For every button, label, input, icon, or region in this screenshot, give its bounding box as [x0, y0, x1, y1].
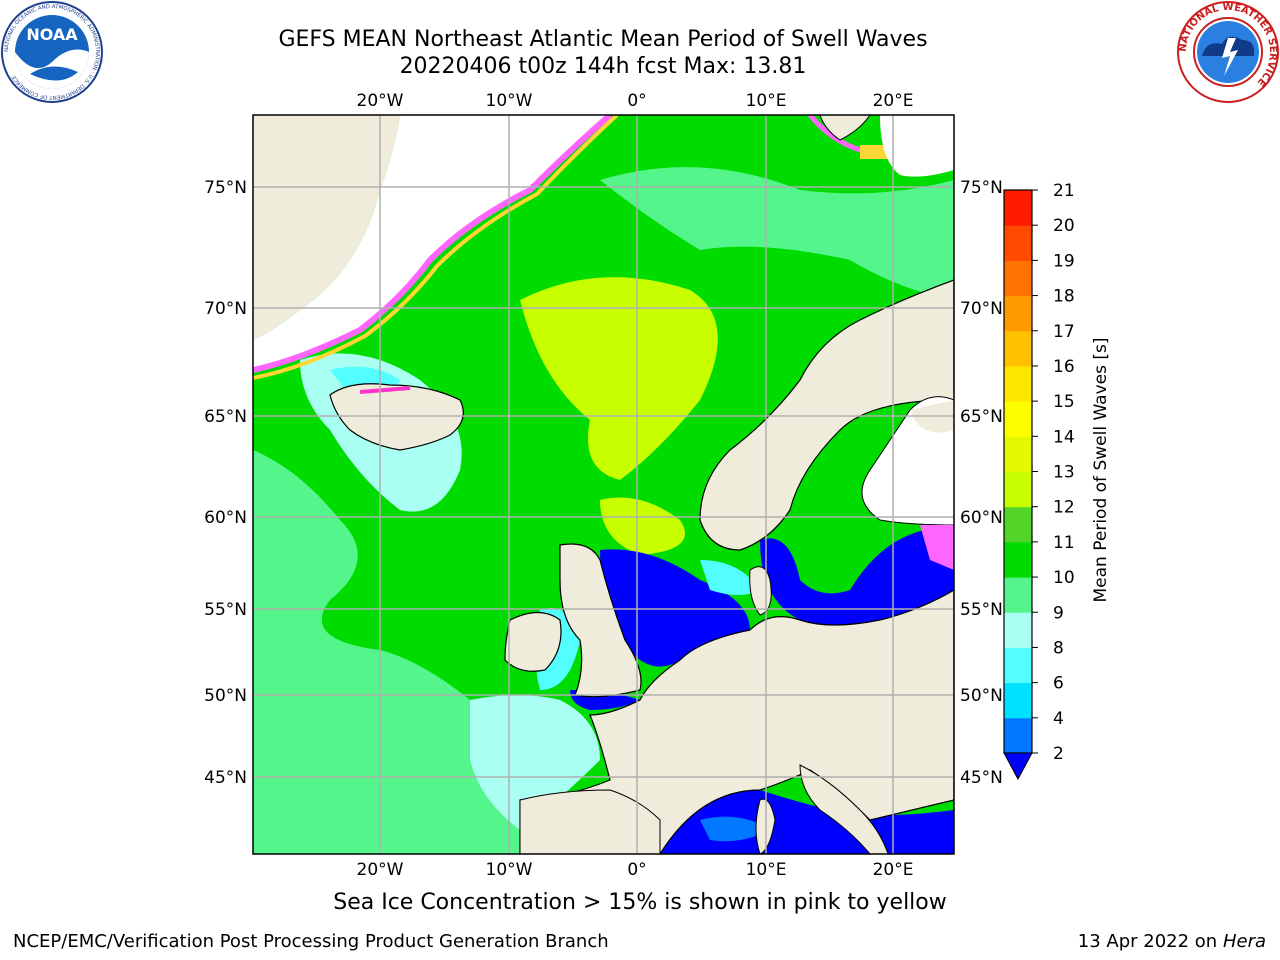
lat-label-right-65n: 65°N [960, 407, 1003, 427]
colorbar-tick-label: 13 [1053, 463, 1075, 483]
scandinavia-land [699, 279, 954, 551]
colorbar-tick-label: 8 [1053, 638, 1064, 658]
colorbar-swatch-13-14 [1004, 436, 1032, 472]
svalbard-land [819, 115, 871, 141]
lat-label-left-65n: 65°N [204, 407, 247, 427]
lon-label-bottom-20w: 20°W [357, 860, 404, 880]
field-azure-med [700, 816, 770, 842]
sea-ice-white [253, 115, 610, 370]
lat-label-right-45n: 45°N [960, 768, 1003, 788]
colorbar-swatch-18-19 [1004, 260, 1032, 297]
colorbar-swatch-19-20 [1004, 225, 1032, 261]
lat-label-right-55n: 55°N [960, 600, 1003, 620]
colorbar-tick-label: 21 [1053, 181, 1075, 201]
colorbar-tick-label: 17 [1053, 322, 1075, 342]
chart-subtitle: 20220406 t00z 144h fcst Max: 13.81 [399, 54, 807, 79]
lon-label-top-10w: 10°W [486, 91, 533, 111]
field-cyan-biscay [470, 695, 600, 830]
lat-label-left-70n: 70°N [204, 299, 247, 319]
colorbar-tick-label: 12 [1053, 498, 1075, 518]
lat-label-right-60n: 60°N [960, 508, 1003, 528]
colorbar-tick-label: 6 [1053, 674, 1064, 694]
colorbar-swatch-20-21 [1004, 190, 1032, 226]
colorbar-swatch-15-16 [1004, 365, 1032, 402]
noaa-logo-text: NOAA [26, 25, 78, 44]
colorbar-swatch-16-17 [1004, 330, 1032, 367]
lat-label-right-75n: 75°N [960, 178, 1003, 198]
greenland-land [253, 115, 400, 340]
map-field [253, 115, 954, 854]
colorbar-tick-label: 19 [1053, 251, 1075, 271]
lat-label-right-50n: 50°N [960, 686, 1003, 706]
map-frame [252, 114, 955, 855]
colorbar-swatch-2-4 [1004, 717, 1032, 754]
sea-ice-edge-pink [253, 115, 612, 373]
colorbar-under-triangle [1003, 752, 1033, 781]
colorbar-swatch-17-18 [1004, 295, 1032, 332]
footer-credit: NCEP/EMC/Verification Post Processing Pr… [13, 931, 609, 952]
lon-label-top-10e: 10°E [746, 91, 787, 111]
lon-label-top-20w: 20°W [357, 91, 404, 111]
field-yellow-green-2 [600, 497, 685, 555]
continental-europe-land [519, 589, 954, 854]
lat-label-right-70n: 70°N [960, 299, 1003, 319]
iceland-land [329, 383, 464, 451]
colorbar-swatch-6-8 [1004, 647, 1032, 684]
lat-label-left-60n: 60°N [204, 508, 247, 528]
lon-label-bottom-20e: 20°E [873, 860, 914, 880]
lon-label-top-20e: 20°E [873, 91, 914, 111]
colorbar-tick-label: 20 [1053, 216, 1075, 236]
colorbar-swatch-10-11 [1004, 541, 1032, 578]
footer-date: 13 Apr 2022 on Hera [1078, 931, 1266, 952]
sea-ice-note: Sea Ice Concentration > 15% is shown in … [333, 890, 947, 915]
iberia-land [519, 789, 661, 854]
lon-label-bottom-10w: 10°W [486, 860, 533, 880]
ireland-land [504, 611, 562, 672]
colorbar-tick-label: 15 [1053, 392, 1075, 412]
footer-host: Hera [1222, 931, 1266, 952]
map-grid [253, 115, 954, 854]
colorbar-swatch-12-13 [1004, 471, 1032, 508]
colorbar-tick-label: 11 [1053, 533, 1075, 553]
field-yellow-green [520, 277, 718, 480]
chart-title: GEFS MEAN Northeast Atlantic Mean Period… [278, 27, 928, 52]
sea-ice-edge-yellow [253, 115, 619, 380]
field-blue-baltic [760, 530, 954, 625]
colorbar-tick-label: 4 [1053, 709, 1064, 729]
footer-date-text: 13 Apr 2022 on [1077, 931, 1218, 952]
colorbar: 2 4 6 8 9 10 11 12 13 14 15 16 17 18 19 20 21 [1003, 181, 1075, 781]
colorbar-tick-label: 2 [1053, 744, 1064, 764]
field-cyan-skagerrak [700, 560, 760, 595]
colorbar-tick-label: 18 [1053, 287, 1075, 307]
colorbar-swatch-14-15 [1004, 401, 1032, 437]
svalbard-ice [880, 115, 954, 177]
colorbar-swatch-11-12 [1004, 506, 1032, 543]
noaa-logo: NOAA NATIONAL OCEANIC AND ATMOSPHERIC AD… [1, 1, 103, 103]
gulf-finland-ice [920, 525, 954, 570]
colorbar-swatch-9-10 [1004, 577, 1032, 613]
field-light-green-west [253, 450, 520, 854]
lon-label-bottom-10e: 10°E [746, 860, 787, 880]
colorbar-label: Mean Period of Swell Waves [s] [1091, 338, 1111, 603]
colorbar-swatch-4-6 [1004, 682, 1032, 719]
lat-label-left-45n: 45°N [204, 768, 247, 788]
italy-land [799, 764, 889, 854]
lat-label-left-55n: 55°N [204, 600, 247, 620]
colorbar-tick-label: 14 [1053, 427, 1075, 447]
nws-logo: NATIONAL WEATHER SERVICE [1177, 1, 1279, 103]
lat-label-left-50n: 50°N [204, 686, 247, 706]
great-britain-land [559, 543, 642, 698]
lat-label-left-75n: 75°N [204, 178, 247, 198]
colorbar-tick-label: 16 [1053, 357, 1075, 377]
colorbar-swatch-8-9 [1004, 612, 1032, 648]
colorbar-tick-label: 10 [1053, 568, 1075, 588]
field-light-green-north [600, 167, 954, 300]
lon-label-bottom-0: 0° [627, 860, 646, 880]
iceland-ice-edge [359, 386, 411, 394]
colorbar-tick-label: 9 [1053, 603, 1064, 623]
lon-label-top-0: 0° [627, 91, 646, 111]
